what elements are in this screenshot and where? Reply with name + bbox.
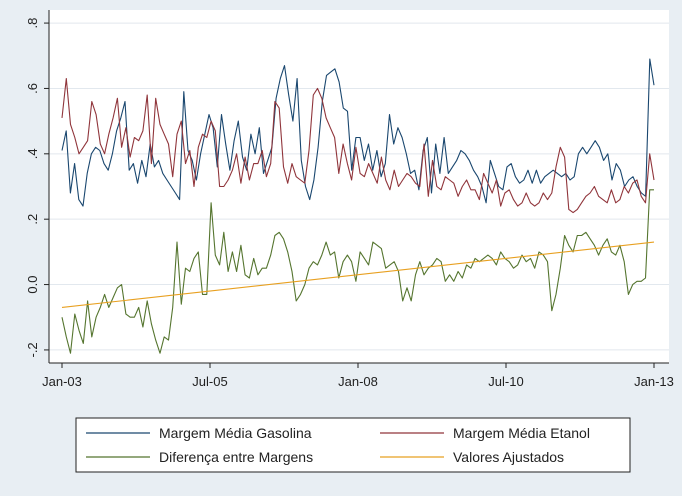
legend-box (75, 417, 631, 473)
y-tick-label: .2 (25, 214, 40, 225)
x-tick-label: Jan-08 (338, 374, 378, 389)
series-line-3 (61, 189, 654, 354)
x-tick-label: Jan-03 (42, 374, 82, 389)
x-tick-label: Jan-13 (634, 374, 674, 389)
series-line-2 (61, 78, 655, 214)
legend: Margem Média Gasolina Margem Média Etanol… (75, 417, 631, 473)
x-tick-label: Jul-10 (488, 374, 523, 389)
y-tick-label: .4 (25, 148, 40, 159)
legend-label-1: Margem Média Gasolina (159, 425, 312, 441)
y-tick-label: 0.0 (25, 276, 40, 294)
y-tick-label: .8 (25, 18, 40, 29)
legend-label-2: Margem Média Etanol (453, 425, 590, 441)
y-axis: -.2 0.0 .2 .4 .6 .8 (25, 10, 50, 363)
series-lines (61, 58, 655, 354)
y-tick-label: .6 (25, 83, 40, 94)
plot-area (49, 10, 669, 363)
y-tick-label: -.2 (25, 342, 40, 357)
series-line-4 (61, 241, 655, 308)
legend-label-3: Diferença entre Margens (159, 449, 313, 465)
legend-label-4: Valores Ajustados (453, 449, 564, 465)
x-tick-label: Jul-05 (192, 374, 227, 389)
x-axis: Jan-03 Jul-05 Jan-08 Jul-10 Jan-13 (42, 362, 674, 389)
